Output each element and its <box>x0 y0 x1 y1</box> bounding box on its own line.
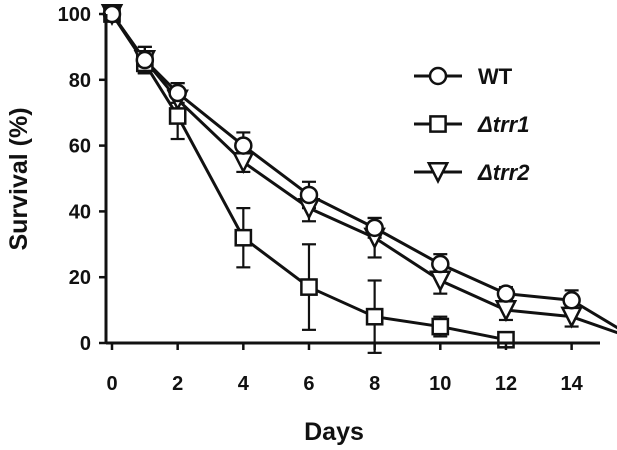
series-2-line <box>110 13 617 335</box>
legend-marker <box>429 115 447 133</box>
x-tick-label: 0 <box>106 373 117 395</box>
y-tick-label: 20 <box>69 267 91 289</box>
x-axis-title: Days <box>304 418 364 446</box>
series-0-point <box>496 284 516 303</box>
legend-label: WT <box>478 64 513 89</box>
x-tick-label: 12 <box>495 373 517 395</box>
markers <box>100 3 583 349</box>
x-tick-label: 14 <box>560 373 583 395</box>
y-tick-label: 60 <box>69 136 91 158</box>
series-2-point <box>429 270 452 293</box>
y-axis-title: Survival (%) <box>5 107 33 250</box>
series-1-point <box>168 107 187 125</box>
series-0-point <box>299 185 319 205</box>
series-0-point <box>234 136 253 155</box>
series-0-line <box>110 13 617 330</box>
series-2-point <box>232 152 255 175</box>
x-tick-label: 8 <box>369 373 380 395</box>
series-0-point <box>168 83 187 103</box>
y-tick-label: 0 <box>80 333 91 355</box>
series-0-point <box>365 218 384 238</box>
legend-marker <box>426 161 450 184</box>
series-0-point <box>562 290 581 310</box>
y-ticks: 0 20 40 60 80 100 <box>58 4 106 355</box>
series-0-point <box>135 50 155 70</box>
legend-label: Δtrr1 <box>477 112 529 137</box>
x-tick-label: 2 <box>172 373 183 395</box>
x-tick-label: 10 <box>429 373 451 395</box>
series-1-point <box>300 278 318 296</box>
y-tick-label: 80 <box>69 70 91 92</box>
series-lines <box>110 13 617 342</box>
x-tick-label: 6 <box>303 373 314 395</box>
legend-marker <box>428 66 448 86</box>
x-tick-label: 4 <box>238 373 250 395</box>
y-tick-label: 40 <box>69 201 91 223</box>
series-1-point <box>431 317 450 336</box>
series-0-point <box>431 254 450 274</box>
series-1-point <box>365 307 384 326</box>
legend-label: Δtrr2 <box>477 160 530 185</box>
x-ticks: 024681012141618 <box>106 343 584 395</box>
y-tick-label: 100 <box>58 4 91 26</box>
series-1-point <box>234 228 253 247</box>
legend: WT Δtrr1 Δtrr2 <box>414 64 530 185</box>
